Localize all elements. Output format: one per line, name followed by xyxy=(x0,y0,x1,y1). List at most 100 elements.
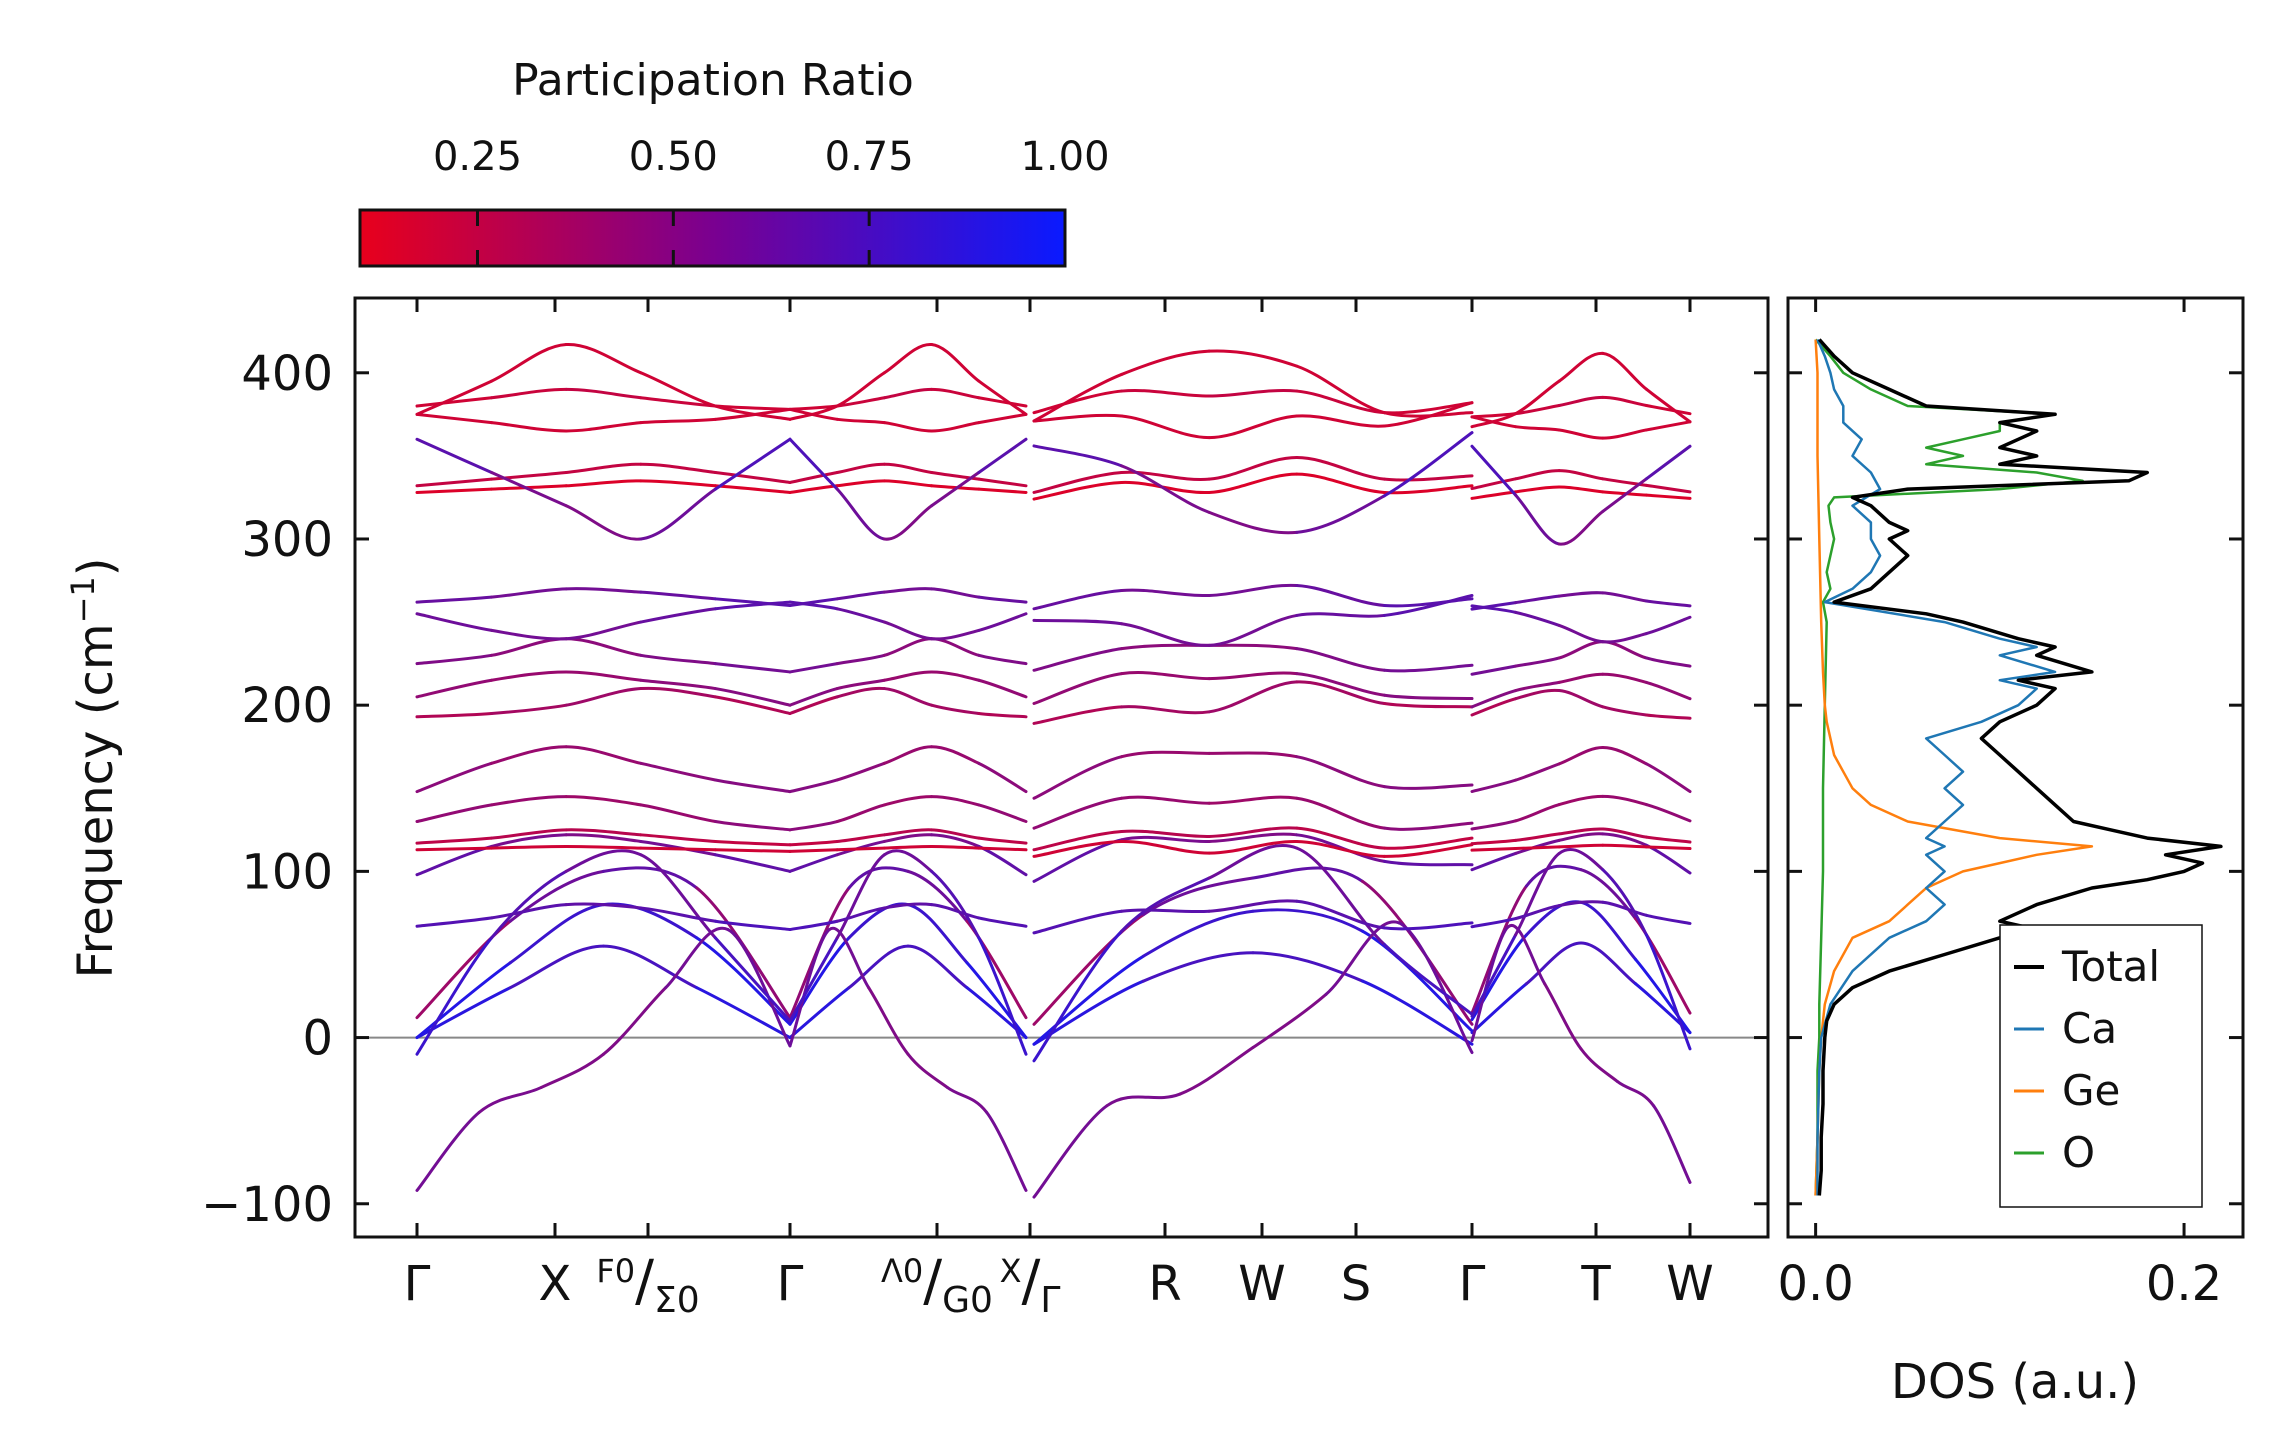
band-segment xyxy=(415,477,494,488)
band-segment xyxy=(1644,913,1692,925)
band-segment xyxy=(882,795,934,807)
dos-x-tick-label: 0.2 xyxy=(2146,1256,2222,1312)
band-segment xyxy=(490,471,568,508)
band-segment xyxy=(1295,584,1386,607)
band-segment xyxy=(1557,428,1605,440)
band-segment xyxy=(490,795,568,807)
band-segment xyxy=(1295,472,1386,494)
band-segment xyxy=(1032,929,1124,1063)
band-segment xyxy=(415,919,512,1020)
k-point-label: Γ xyxy=(404,1256,431,1312)
band-segment xyxy=(639,906,717,923)
band-segment xyxy=(1382,663,1474,673)
band-segment xyxy=(695,936,792,1026)
band-segment xyxy=(965,961,1028,1040)
band-segment xyxy=(827,926,871,990)
band-segment xyxy=(882,343,934,375)
band-segment xyxy=(1514,832,1561,842)
band-segment xyxy=(713,695,792,715)
band-segment xyxy=(788,404,839,421)
band-segment xyxy=(1382,411,1474,418)
k-point-label: W xyxy=(1666,1256,1713,1312)
band-segment xyxy=(882,745,934,765)
band-segment xyxy=(415,1110,481,1192)
k-point-label: R xyxy=(1148,1256,1181,1312)
colorbar-tick-label: 1.00 xyxy=(1020,134,1109,180)
band-segment xyxy=(1120,349,1211,376)
band-segment xyxy=(977,711,1028,719)
band-segment xyxy=(713,853,792,873)
band-segment xyxy=(906,944,969,990)
band-segment xyxy=(1382,593,1474,617)
band-segment xyxy=(564,504,643,541)
band-segment xyxy=(564,670,643,682)
band-segment xyxy=(882,479,934,488)
band-segment xyxy=(1120,750,1211,759)
band-segment xyxy=(977,761,1028,794)
band-segment xyxy=(1601,868,1648,937)
band-segment xyxy=(1644,803,1692,823)
band-segment xyxy=(639,396,717,408)
band-segment xyxy=(835,686,886,699)
band-segment xyxy=(1295,647,1386,672)
band-segment xyxy=(564,844,643,850)
band-segment xyxy=(930,844,981,850)
band-segment xyxy=(788,687,839,707)
band-segment xyxy=(930,703,981,715)
band-segment xyxy=(415,916,494,928)
y-tick-label: 300 xyxy=(241,512,333,568)
band-segment xyxy=(977,803,1028,824)
band-segment xyxy=(1142,876,1255,917)
band-segment xyxy=(882,833,934,843)
band-segment xyxy=(1644,493,1692,500)
band-segment xyxy=(965,919,1028,1020)
band-segment xyxy=(490,745,568,765)
band-segment xyxy=(882,844,934,850)
band-segment xyxy=(1557,900,1605,908)
band-segment xyxy=(1207,839,1299,855)
band-segment xyxy=(1601,832,1648,847)
band-segment xyxy=(1120,835,1211,843)
band-segment xyxy=(1120,876,1211,933)
band-segment xyxy=(1207,389,1299,398)
band-segment xyxy=(1032,755,1124,800)
band-segment xyxy=(1557,672,1605,684)
band-segment xyxy=(1579,900,1637,961)
band-segment xyxy=(1207,832,1299,843)
band-segment xyxy=(1601,351,1648,391)
band-segment xyxy=(1470,925,1510,1043)
y-axis-label-close: ) xyxy=(68,557,124,576)
band-segment xyxy=(1295,612,1386,618)
band-segment xyxy=(882,462,934,475)
band-segment xyxy=(1525,864,1583,888)
band-segment xyxy=(788,695,839,715)
band-segment xyxy=(564,687,643,707)
band-segment xyxy=(1251,992,1328,1050)
band-segment xyxy=(977,836,1028,845)
band-segment xyxy=(977,437,1028,475)
band-segment xyxy=(882,687,934,707)
dos-x-tick-label: 0.0 xyxy=(1777,1256,1853,1312)
band-segment xyxy=(1142,951,1255,983)
band-segment xyxy=(835,653,886,666)
band-segment xyxy=(1470,884,1528,1015)
k-point-label: T xyxy=(1580,1256,1611,1312)
band-segment xyxy=(713,484,792,494)
band-segment xyxy=(930,745,981,765)
band-segment xyxy=(1382,484,1474,495)
band-segment xyxy=(490,471,568,481)
band-segment xyxy=(1514,688,1561,701)
dos-curve-ca xyxy=(1816,338,2057,1196)
band-segment xyxy=(490,587,568,599)
phonon-bands xyxy=(415,343,1692,1199)
band-segment xyxy=(1207,472,1299,494)
band-segment xyxy=(1470,851,1518,872)
band-segment xyxy=(1601,591,1648,603)
band-segment xyxy=(977,936,1028,1056)
band-segment xyxy=(508,903,605,965)
band-segment xyxy=(490,343,568,383)
band-segment xyxy=(639,846,717,852)
band-segment xyxy=(1295,364,1386,415)
band-segment xyxy=(906,903,969,965)
